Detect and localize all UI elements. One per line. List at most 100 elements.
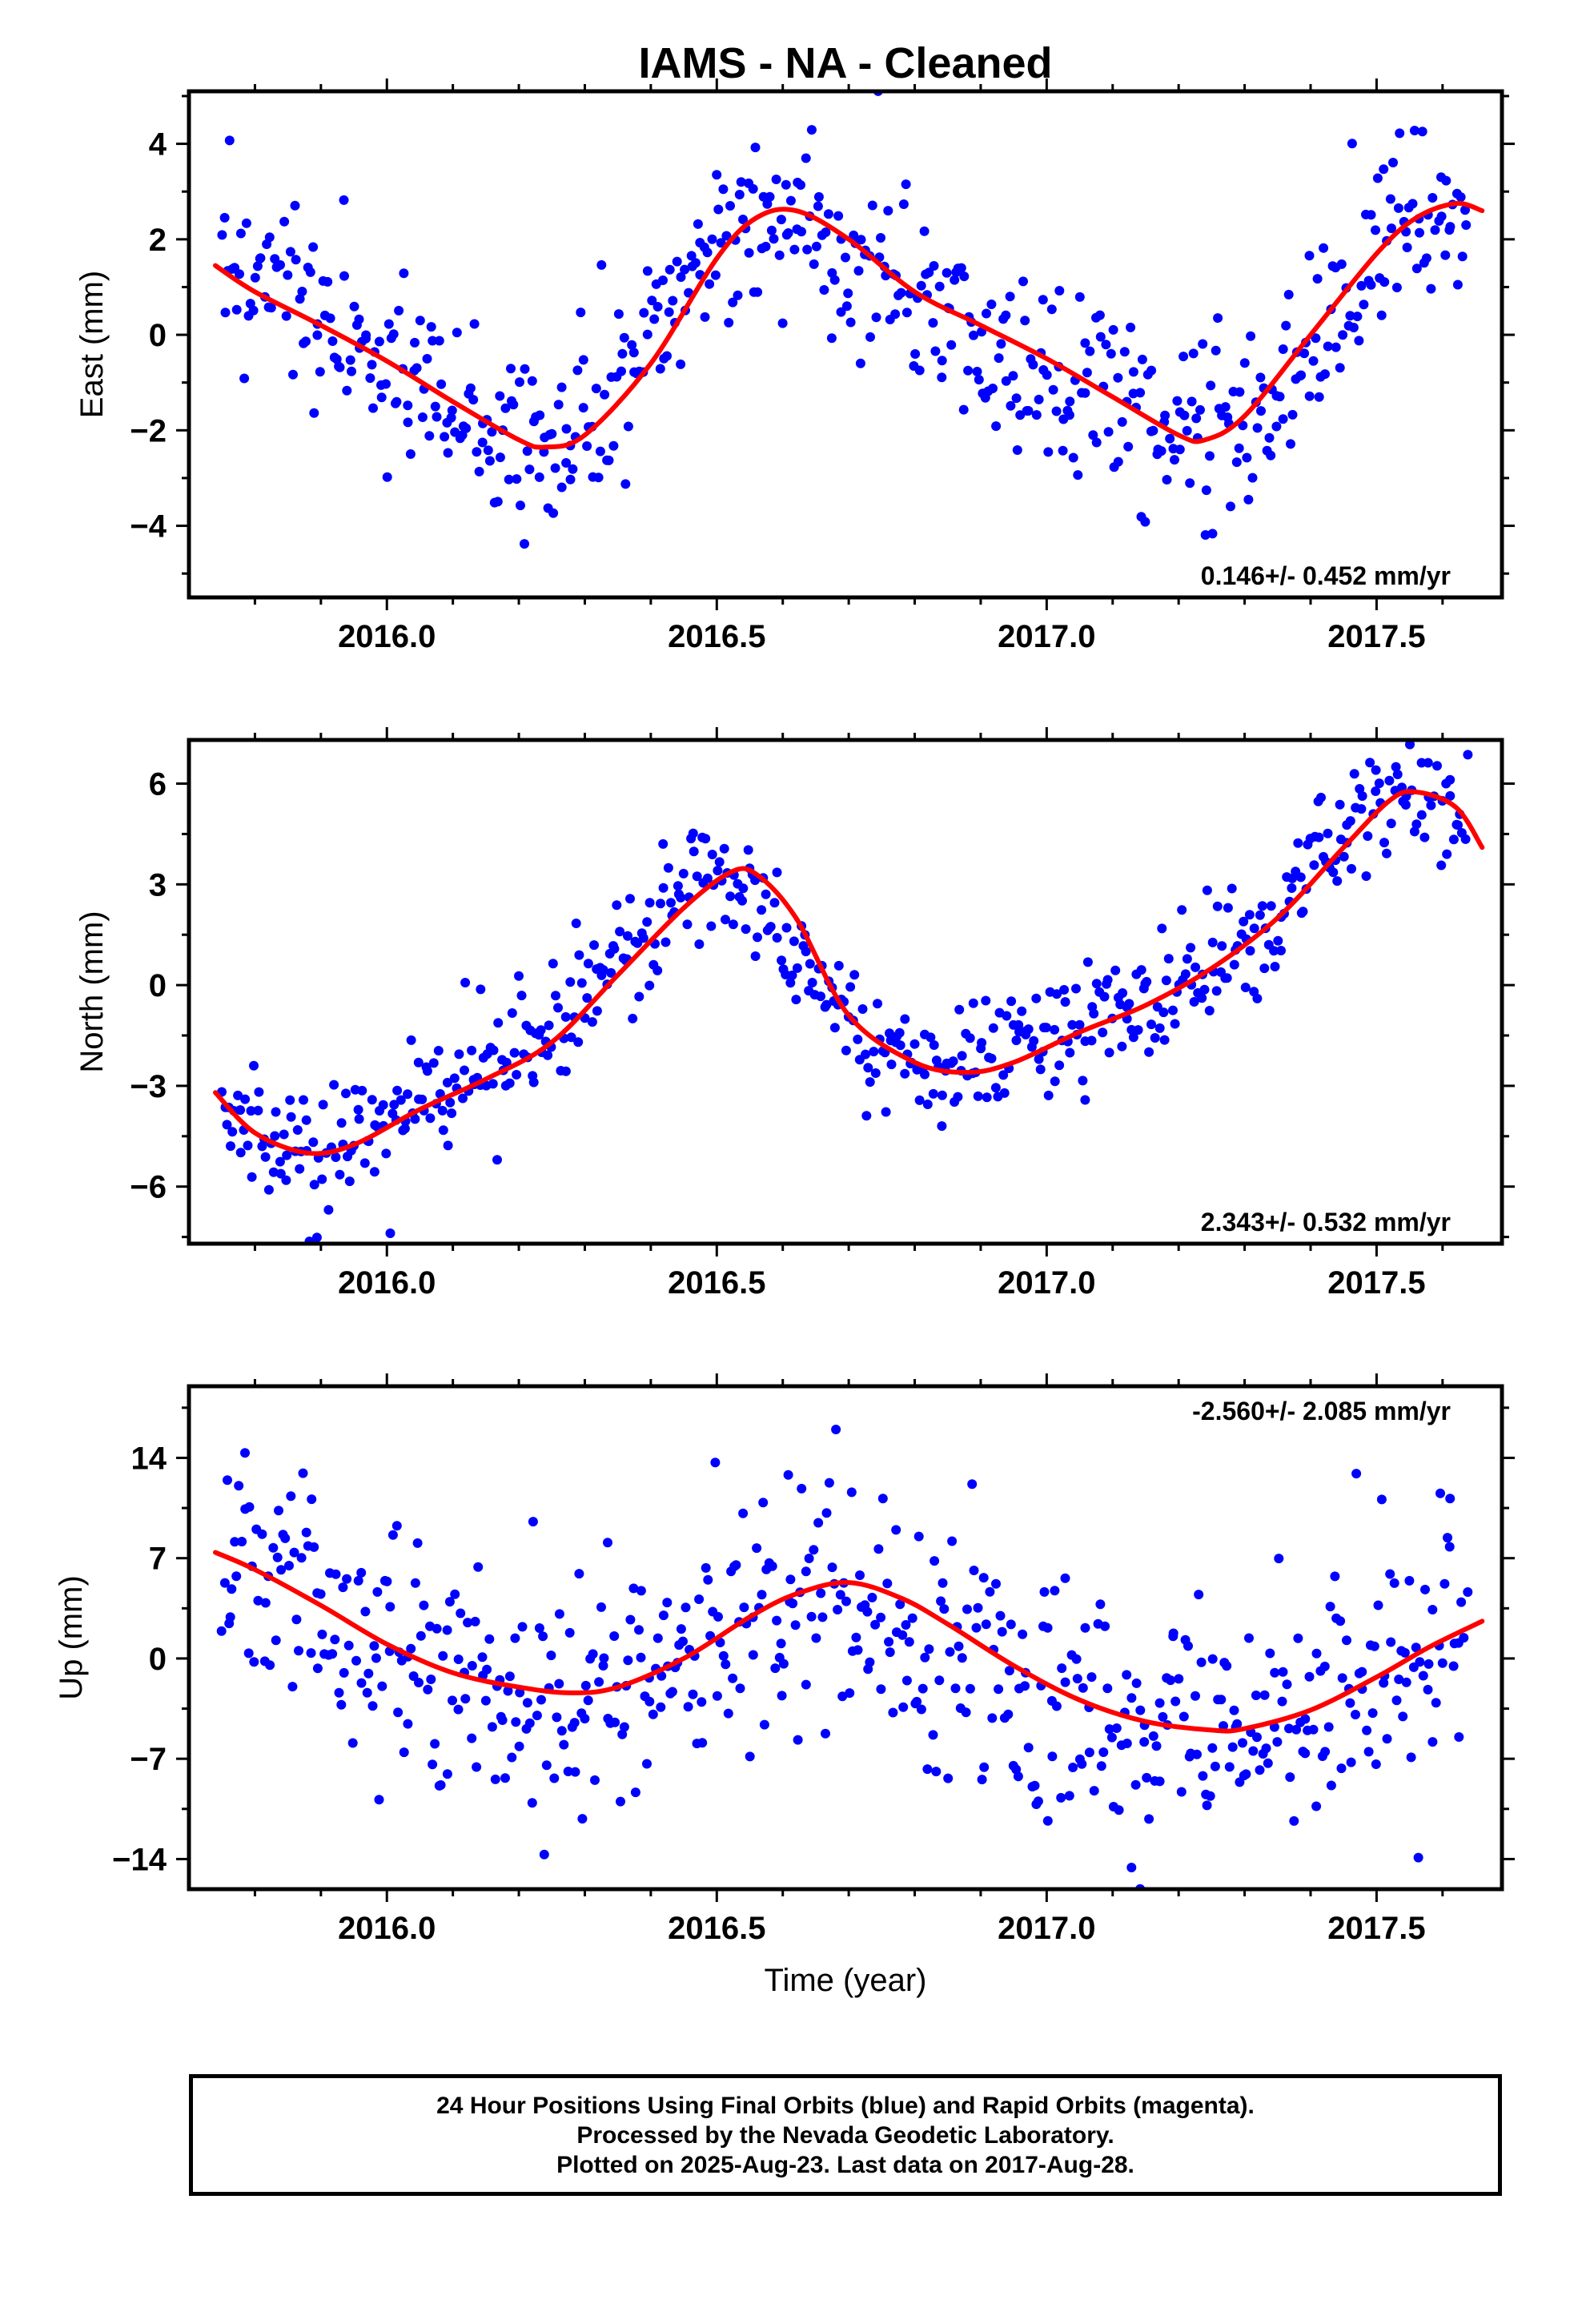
- north-data-point: [1431, 713, 1441, 722]
- east-data-point: [1234, 443, 1244, 453]
- up-data-point: [967, 1479, 978, 1490]
- east-data-point: [1411, 263, 1422, 274]
- north-panel: 2016.0 2016.5 2017.0 2017.5 −6 −3 0 3 6 North (mm…: [74, 713, 1515, 1301]
- up-data-point: [327, 1649, 338, 1659]
- up-data-point: [347, 1738, 358, 1748]
- east-data-point: [1426, 283, 1436, 294]
- east-data-point: [829, 275, 840, 285]
- north-data-point: [937, 1121, 947, 1132]
- up-data-point: [507, 1752, 517, 1763]
- east-data-point: [403, 417, 413, 428]
- north-data-point: [516, 991, 527, 1001]
- up-data-point: [731, 1560, 741, 1570]
- up-data-point: [797, 1483, 807, 1494]
- east-data-point: [424, 431, 435, 441]
- up-data-point: [930, 1556, 940, 1566]
- up-data-point: [1205, 1791, 1215, 1801]
- north-data-point: [1345, 816, 1355, 826]
- up-data-point: [1126, 1693, 1137, 1703]
- north-data-point: [937, 1090, 947, 1100]
- east-data-point: [1206, 380, 1216, 391]
- east-data-point: [1314, 392, 1324, 402]
- east-data-point: [1319, 243, 1329, 253]
- up-data-point: [1100, 1621, 1110, 1631]
- up-data-layer: [213, 1425, 1485, 1889]
- up-data-point: [985, 1586, 995, 1597]
- footer-line-2: Processed by the Nevada Geodetic Laborat…: [576, 2121, 1114, 2149]
- north-data-point: [1379, 838, 1389, 848]
- east-data-point: [591, 384, 601, 394]
- up-data-point: [1056, 1792, 1066, 1803]
- north-data-point: [990, 1083, 1001, 1093]
- north-data-point: [329, 1080, 339, 1090]
- north-data-point: [1059, 985, 1070, 995]
- up-data-point: [851, 1632, 861, 1642]
- east-data-point: [1073, 470, 1083, 480]
- up-data-point: [865, 1657, 875, 1667]
- north-data-point: [235, 1148, 246, 1158]
- up-data-point: [1144, 1814, 1154, 1824]
- north-data-point: [920, 1069, 930, 1080]
- up-data-point: [1367, 1708, 1378, 1719]
- up-data-point: [580, 1680, 591, 1691]
- east-data-point: [349, 301, 359, 312]
- north-data-point: [227, 1127, 238, 1137]
- east-data-point: [417, 412, 428, 422]
- up-data-point: [1060, 1677, 1070, 1687]
- east-data-point: [604, 455, 614, 465]
- east-data-point: [220, 308, 231, 318]
- north-data-point: [1199, 984, 1210, 995]
- north-data-point: [1161, 975, 1171, 986]
- up-data-point: [1248, 1746, 1259, 1756]
- north-data-point: [881, 1107, 891, 1117]
- up-data-point: [738, 1508, 749, 1518]
- east-data-point: [1085, 346, 1095, 356]
- north-data-point: [369, 1167, 379, 1177]
- east-data-point: [1256, 406, 1266, 416]
- north-data-point: [1204, 1006, 1215, 1015]
- up-data-point: [280, 1533, 291, 1543]
- up-data-point: [1284, 1723, 1294, 1734]
- north-data-point: [292, 1125, 303, 1135]
- north-data-point: [341, 1088, 351, 1099]
- north-data-point: [260, 1152, 271, 1162]
- east-data-point: [1304, 251, 1315, 261]
- east-data-point: [1407, 199, 1418, 209]
- east-data-point: [410, 337, 420, 348]
- east-data-point: [994, 353, 1004, 364]
- up-data-point: [569, 1718, 580, 1728]
- up-data-point: [1130, 1779, 1141, 1790]
- up-data-point: [1362, 1725, 1372, 1735]
- east-data-point: [430, 401, 440, 412]
- north-data-point: [1050, 1076, 1060, 1087]
- up-data-point: [723, 1708, 733, 1719]
- up-data-point: [510, 1633, 520, 1643]
- up-data-point: [1308, 1724, 1319, 1735]
- north-data-point: [743, 845, 753, 855]
- north-data-point: [926, 1032, 936, 1043]
- east-x-tick-label: 2017.0: [998, 619, 1095, 654]
- up-data-point: [947, 1536, 958, 1546]
- east-data-point: [1457, 251, 1468, 262]
- north-data-point: [707, 850, 717, 859]
- north-data-point: [1392, 770, 1403, 779]
- north-data-point: [1086, 1035, 1097, 1046]
- up-data-point: [943, 1773, 954, 1783]
- up-data-point: [1168, 1628, 1178, 1638]
- north-data-point: [246, 1106, 256, 1116]
- east-data-point: [1409, 126, 1419, 135]
- east-data-point: [801, 153, 811, 163]
- north-data-point: [1245, 946, 1255, 956]
- north-data-point: [666, 898, 676, 908]
- east-data-point: [568, 464, 578, 474]
- east-data-point: [1185, 478, 1195, 489]
- up-data-point: [888, 1707, 898, 1718]
- east-data-point: [331, 354, 342, 364]
- east-data-point: [924, 267, 934, 278]
- up-data-point: [450, 1589, 460, 1599]
- north-data-point: [286, 1112, 296, 1122]
- up-data-point: [728, 1673, 738, 1683]
- east-data-point: [1028, 360, 1038, 370]
- east-data-point: [1095, 332, 1106, 342]
- up-data-point: [1198, 1771, 1208, 1781]
